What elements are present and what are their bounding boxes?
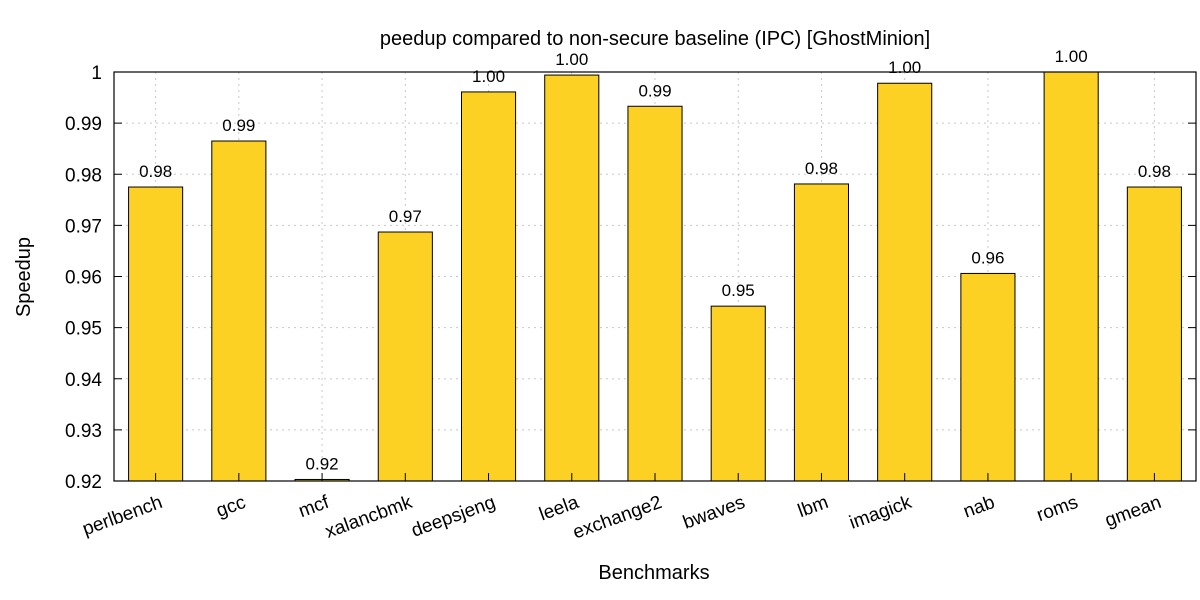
x-tick-label-leela: leela bbox=[537, 492, 582, 526]
x-tick-label-deepsjeng: deepsjeng bbox=[409, 492, 499, 542]
bars bbox=[128, 71, 1182, 482]
x-tick-label-xalancbmk: xalancbmk bbox=[322, 492, 415, 543]
y-tick-label: 0.96 bbox=[65, 268, 102, 289]
bar-bwaves bbox=[710, 305, 766, 482]
y-tick-label: 0.92 bbox=[65, 472, 102, 493]
y-tick-label: 0.95 bbox=[65, 319, 102, 340]
bar-imagick bbox=[877, 82, 933, 482]
y-tick-label: 0.99 bbox=[65, 114, 102, 135]
x-tick-label-gmean: gmean bbox=[1102, 492, 1164, 532]
x-tick-label-lbm: lbm bbox=[795, 492, 831, 522]
bar-leela bbox=[544, 74, 600, 482]
value-labels: 0.98 0.99 0.92 0.97 1.00 1.00 0.99 0.95 0.98 1.00… bbox=[139, 47, 1171, 473]
value-label-gcc: 0.99 bbox=[222, 116, 255, 135]
bar-perlbench bbox=[128, 186, 184, 482]
bar-deepsjeng bbox=[460, 91, 517, 482]
y-tick-label: 0.94 bbox=[65, 370, 102, 391]
x-tick-label-imagick: imagick bbox=[847, 492, 915, 534]
value-label-bwaves: 0.95 bbox=[722, 281, 755, 300]
value-label-exchange2: 0.99 bbox=[638, 81, 671, 100]
bar-lbm bbox=[793, 183, 850, 482]
value-label-mcf: 0.92 bbox=[306, 454, 339, 473]
y-axis-ticks: 0.92 0.93 0.94 0.95 0.96 0.97 0.98 0.99 1 bbox=[65, 63, 1196, 493]
value-label-leela: 1.00 bbox=[555, 50, 588, 69]
bar-xalancbmk bbox=[377, 231, 433, 482]
y-tick-label: 1 bbox=[91, 63, 102, 84]
x-tick-label-bwaves: bwaves bbox=[680, 492, 748, 534]
chart-title: peedup compared to non-secure baseline (… bbox=[380, 28, 930, 50]
x-tick-label-gcc: gcc bbox=[214, 492, 249, 522]
bar-gmean bbox=[1126, 186, 1182, 482]
y-tick-label: 0.93 bbox=[65, 421, 102, 442]
value-label-perlbench: 0.98 bbox=[139, 162, 172, 181]
x-tick-label-roms: roms bbox=[1034, 492, 1081, 526]
x-tick-label-perlbench: perlbench bbox=[80, 492, 166, 540]
value-label-deepsjeng: 1.00 bbox=[472, 67, 505, 86]
x-axis-label: Benchmarks bbox=[598, 562, 709, 584]
x-tick-label-mcf: mcf bbox=[296, 492, 333, 522]
value-label-nab: 0.96 bbox=[971, 248, 1004, 267]
value-label-gmean: 0.98 bbox=[1138, 162, 1171, 181]
bar-gcc bbox=[211, 140, 267, 482]
bar-nab bbox=[960, 272, 1016, 482]
y-tick-label: 0.97 bbox=[65, 216, 102, 237]
y-tick-label: 0.98 bbox=[65, 165, 102, 186]
bar-roms bbox=[1043, 71, 1099, 482]
bar-exchange2 bbox=[627, 105, 683, 482]
x-tick-label-exchange2: exchange2 bbox=[570, 492, 665, 544]
value-label-imagick: 1.00 bbox=[888, 58, 921, 77]
y-axis-label: Speedup bbox=[13, 237, 35, 317]
value-label-roms: 1.00 bbox=[1055, 47, 1088, 66]
value-label-lbm: 0.98 bbox=[805, 159, 838, 178]
x-tick-label-nab: nab bbox=[961, 492, 998, 523]
value-label-xalancbmk: 0.97 bbox=[389, 207, 422, 226]
